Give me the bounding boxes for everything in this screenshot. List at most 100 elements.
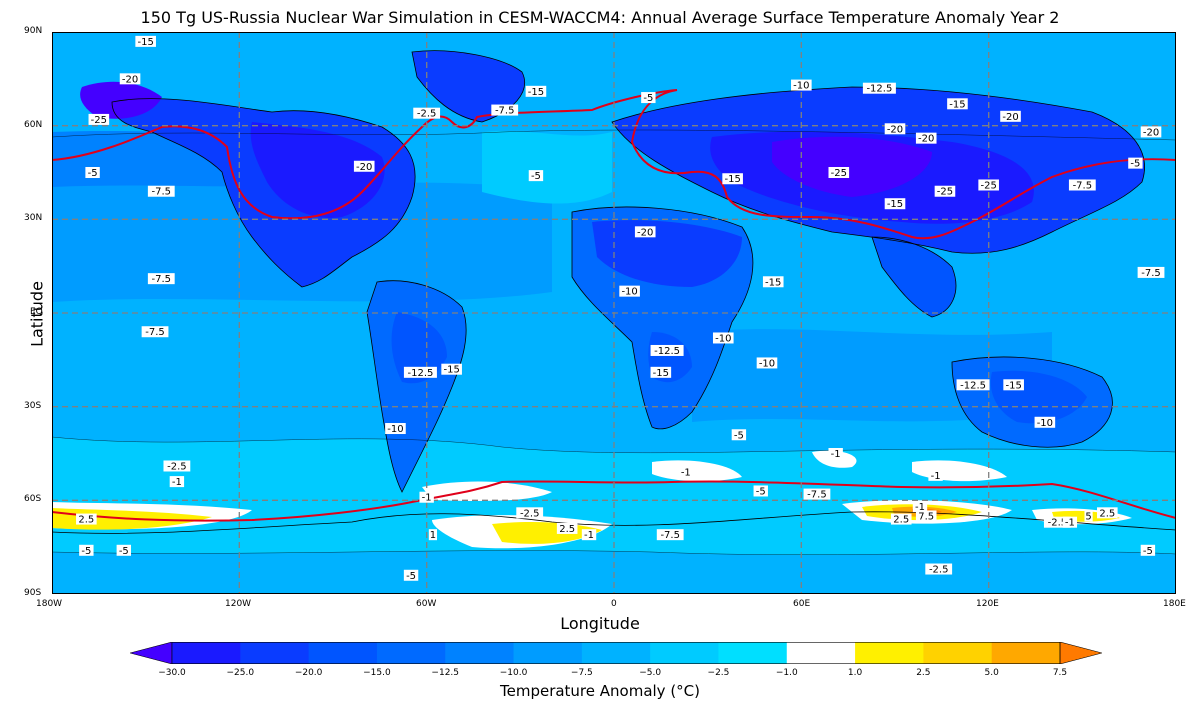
contour-label: -25: [88, 113, 110, 126]
contour-label-text: -12.5: [654, 346, 680, 357]
x-tick-60W: 60W: [416, 599, 437, 609]
contour-label-text: -5: [88, 168, 98, 179]
contour-label: -12.5: [650, 344, 684, 357]
colorbar-tick: −30.0: [158, 668, 186, 678]
contour-label: -2.5: [163, 460, 191, 472]
colorbar-tick: −10.0: [499, 668, 528, 678]
colorbar-tick: −15.0: [363, 668, 391, 678]
contour-label-text: -1: [422, 493, 432, 504]
contour-label-text: -5: [643, 93, 653, 104]
contour-label-text: -5: [756, 486, 766, 497]
contour-label-bg: [656, 529, 684, 541]
contour-label-text: -2.5: [1048, 518, 1068, 529]
contour-label-bg: [650, 344, 684, 356]
y-tick-30S: 30S: [24, 401, 42, 411]
contour-label-bg: [491, 104, 519, 116]
x-tick-180E: 180E: [1163, 599, 1186, 609]
contour-label-bg: [947, 98, 968, 110]
contour-label-text: -25: [937, 187, 953, 198]
colorbar: [130, 642, 1102, 664]
contour-label: -10: [1034, 416, 1056, 429]
colorbar-bin: [650, 642, 719, 664]
contour-label-bg: [731, 429, 747, 441]
contour-label-bg: [85, 167, 100, 178]
contour-label: 7.5: [915, 510, 937, 522]
southern-ocean-neutral-patch-2: [652, 460, 742, 482]
contour-label-bg: [756, 357, 778, 369]
contour-label-text: -5: [119, 546, 129, 557]
contour-label: -7.5: [147, 273, 175, 285]
colorbar-bin: [855, 642, 924, 664]
contour-label: -25: [828, 167, 850, 179]
colorbar-bin: [445, 642, 515, 664]
colorbar-tick: −12.5: [431, 668, 460, 678]
contour-label-text: -10: [715, 333, 731, 344]
colorbar-bin: [581, 642, 651, 664]
contour-label-text: -20: [637, 227, 653, 238]
y-tick-60S: 60S: [24, 494, 42, 504]
contour-label-bg: [1043, 516, 1071, 528]
x-tick-120W: 120W: [225, 599, 252, 609]
x-tick-120E: 120E: [976, 599, 999, 609]
colorbar-tick: 5.0: [984, 668, 999, 678]
contour-label: 5: [1084, 510, 1093, 522]
contour-label-bg: [1097, 507, 1118, 519]
contour-label-bg: [650, 366, 672, 378]
colorbar-bin: [240, 642, 310, 664]
contour-label: -10: [385, 423, 406, 435]
contour-label: -10: [712, 332, 734, 344]
north-america-interior: [250, 122, 385, 218]
contour-label-text: 7.5: [918, 511, 934, 522]
siberia-core: [772, 136, 932, 197]
map-plot-area: -15-20-25-5-7.5-20-2.5 -7.5-15-5-5-10 -12.…: [52, 32, 1176, 594]
colorbar-tick: 2.5: [916, 668, 931, 678]
contour-label: -1: [1062, 516, 1078, 529]
contour-label: -15: [762, 276, 784, 288]
contour-label-text: -1: [1065, 518, 1075, 529]
contour-label: -2.5: [1043, 516, 1071, 529]
contour-label-bg: [413, 107, 441, 119]
contour-label-text: -10: [793, 81, 809, 92]
contour-label-bg: [1062, 516, 1078, 528]
contour-label-bg: [135, 35, 156, 47]
contour-label-text: -5: [1130, 159, 1140, 170]
contour-label-text: 2.5: [78, 515, 94, 526]
contour-label-text: -25: [980, 180, 996, 191]
contour-label-bg: [712, 332, 734, 344]
contour-label-bg: [915, 132, 937, 144]
contour-label-text: -1: [172, 477, 182, 488]
contour-label-bg: [1137, 266, 1165, 278]
contour-label-text: -5: [734, 430, 744, 441]
contour-label-text: -15: [949, 99, 965, 110]
y-tick-30N: 30N: [24, 213, 43, 223]
contour-label-text: -2.5: [167, 461, 187, 472]
y-tick-90N: 90N: [24, 26, 43, 36]
contour-label-text: -15: [887, 199, 903, 210]
colorbar-bin: [376, 642, 446, 664]
colorbar-tick: −7.5: [570, 668, 593, 678]
contour-label-bg: [88, 113, 110, 125]
contour-label-bg: [141, 326, 169, 338]
contour-label-text: -10: [759, 358, 775, 369]
contour-label-text: -1: [831, 449, 841, 460]
contour-label: -15: [1003, 379, 1024, 391]
contour-label-text: -10: [387, 424, 403, 435]
colorbar-bin: [513, 642, 583, 664]
contour-label-text: 2.5: [893, 515, 909, 526]
contour-label: -1: [419, 491, 434, 504]
colorbar-bin: [991, 642, 1061, 664]
contour-label: -5: [85, 167, 100, 179]
contour-label: -12.5: [403, 366, 437, 379]
contour-label: -5: [79, 544, 94, 557]
contour-label-text: -10: [621, 287, 637, 298]
contour-label-bg: [76, 513, 97, 525]
contour-label: 2.5: [1097, 507, 1118, 519]
contour-label-text: -15: [1005, 380, 1021, 391]
contour-label-bg: [1068, 179, 1096, 191]
contour-label: -5: [1128, 157, 1143, 170]
contour-label-text: -5: [406, 571, 416, 582]
contour-label: -10: [791, 79, 812, 92]
south-asia: [872, 237, 956, 317]
coastline-australia: [951, 356, 1113, 448]
contour-label: 2.5: [890, 513, 912, 526]
